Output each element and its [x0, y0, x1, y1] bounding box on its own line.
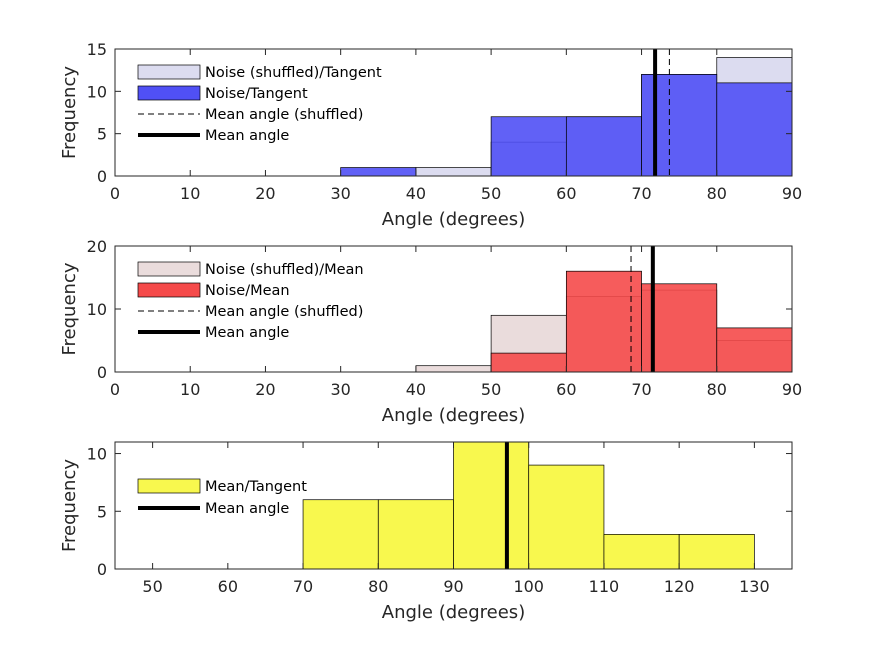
x-tick-label: 50 [481, 380, 501, 399]
x-tick-label: 0 [110, 184, 120, 203]
x-tick-label: 90 [443, 577, 463, 596]
x-tick-label: 60 [556, 184, 576, 203]
y-tick-label: 0 [97, 560, 107, 579]
x-tick-label: 40 [406, 184, 426, 203]
x-tick-label: 30 [330, 184, 350, 203]
legend-swatch [137, 85, 201, 101]
histogram-bar [340, 167, 417, 177]
x-tick-label: 20 [255, 184, 275, 203]
x-tick-label: 110 [589, 577, 620, 596]
legend-label: Mean angle (shuffled) [205, 304, 363, 320]
legend-swatch [137, 478, 201, 494]
legend-label: Noise (shuffled)/Tangent [205, 65, 382, 81]
x-tick-label: 130 [739, 577, 770, 596]
legend-label: Noise/Mean [205, 283, 290, 299]
legend-label: Mean/Tangent [205, 479, 307, 495]
histogram-bar [678, 534, 755, 570]
x-tick-label: 40 [406, 380, 426, 399]
histogram-bar [565, 116, 642, 177]
legend-swatch [137, 282, 201, 298]
y-tick-label: 5 [97, 125, 107, 144]
y-axis-title: Frequency [59, 459, 80, 552]
y-tick-label: 15 [87, 40, 107, 59]
legend-label: Mean angle [205, 501, 289, 517]
histogram-bar [603, 534, 680, 570]
x-tick-label: 70 [631, 184, 651, 203]
x-tick-label: 20 [255, 380, 275, 399]
x-tick-label: 50 [481, 184, 501, 203]
legend-label: Noise (shuffled)/Mean [205, 262, 364, 278]
x-tick-label: 60 [218, 577, 238, 596]
x-tick-label: 30 [330, 380, 350, 399]
x-tick-label: 0 [110, 380, 120, 399]
x-tick-label: 100 [513, 577, 544, 596]
legend-label: Mean angle [205, 128, 289, 144]
x-tick-label: 90 [782, 184, 802, 203]
x-tick-label: 90 [782, 380, 802, 399]
y-axis-title: Frequency [59, 262, 80, 355]
y-tick-label: 0 [97, 363, 107, 382]
x-tick-label: 120 [664, 577, 695, 596]
y-axis-title: Frequency [59, 66, 80, 159]
x-tick-label: 80 [707, 184, 727, 203]
legend-swatch [137, 64, 201, 80]
y-tick-label: 5 [97, 502, 107, 521]
x-axis-title: Angle (degrees) [382, 209, 525, 230]
histogram-panel-1: 0 10 20 30 40 50 60 70 80 90 0 5 10 15 Angle (degrees)… [59, 40, 802, 230]
x-tick-label: 80 [707, 380, 727, 399]
histogram-bar [641, 74, 718, 177]
legend-label: Mean angle (shuffled) [205, 107, 363, 123]
x-tick-label: 70 [293, 577, 313, 596]
x-tick-label: 10 [180, 184, 200, 203]
x-tick-label: 50 [142, 577, 162, 596]
y-tick-label: 10 [87, 445, 107, 464]
y-tick-label: 10 [87, 82, 107, 101]
histogram-panel-2: 0 10 20 30 40 50 60 70 80 90 0 10 20 Angle (degrees) F… [59, 237, 802, 426]
histogram-bar [716, 82, 793, 177]
x-axis-title: Angle (degrees) [382, 405, 525, 426]
x-tick-label: 80 [368, 577, 388, 596]
x-tick-label: 10 [180, 380, 200, 399]
histogram-panel-3: 50 60 70 80 90 100 110 120 130 0 5 10 Angle (degrees… [59, 441, 793, 623]
histogram-bar [377, 499, 454, 570]
legend: Noise (shuffled)/Mean Noise/Mean Mean angl… [137, 261, 364, 341]
histogram-bar [453, 441, 530, 570]
y-tick-label: 10 [87, 300, 107, 319]
x-tick-label: 70 [631, 380, 651, 399]
legend: Noise (shuffled)/Tangent Noise/Tangent Mea… [137, 64, 382, 144]
legend-swatch [137, 261, 201, 277]
y-tick-label: 0 [97, 167, 107, 186]
axes-box [114, 48, 793, 177]
legend-label: Noise/Tangent [205, 86, 308, 102]
x-tick-label: 60 [556, 380, 576, 399]
histogram-bar [565, 270, 642, 373]
histogram-bar [415, 167, 492, 177]
histogram-bar [415, 365, 492, 373]
histogram-bar [302, 499, 379, 570]
legend: Mean/Tangent Mean angle [137, 478, 307, 517]
histogram-bar [490, 352, 567, 373]
y-tick-label: 20 [87, 237, 107, 256]
histogram-bar [716, 327, 793, 373]
x-axis-title: Angle (degrees) [382, 602, 525, 623]
histogram-bar [490, 116, 567, 177]
legend-label: Mean angle [205, 325, 289, 341]
histogram-bar [528, 464, 605, 570]
